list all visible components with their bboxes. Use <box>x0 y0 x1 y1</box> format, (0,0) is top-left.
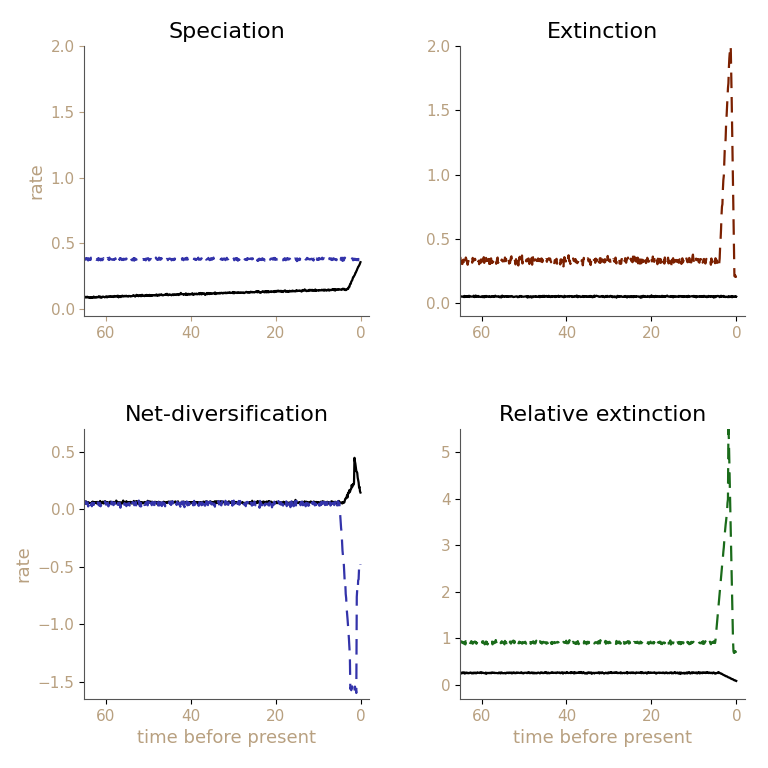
X-axis label: time before present: time before present <box>137 729 316 747</box>
Title: Speciation: Speciation <box>168 22 285 41</box>
Title: Extinction: Extinction <box>547 22 658 41</box>
Y-axis label: rate: rate <box>15 545 32 582</box>
Title: Relative extinction: Relative extinction <box>499 405 707 425</box>
X-axis label: time before present: time before present <box>513 729 692 747</box>
Y-axis label: rate: rate <box>27 163 45 200</box>
Title: Net-diversification: Net-diversification <box>125 405 329 425</box>
